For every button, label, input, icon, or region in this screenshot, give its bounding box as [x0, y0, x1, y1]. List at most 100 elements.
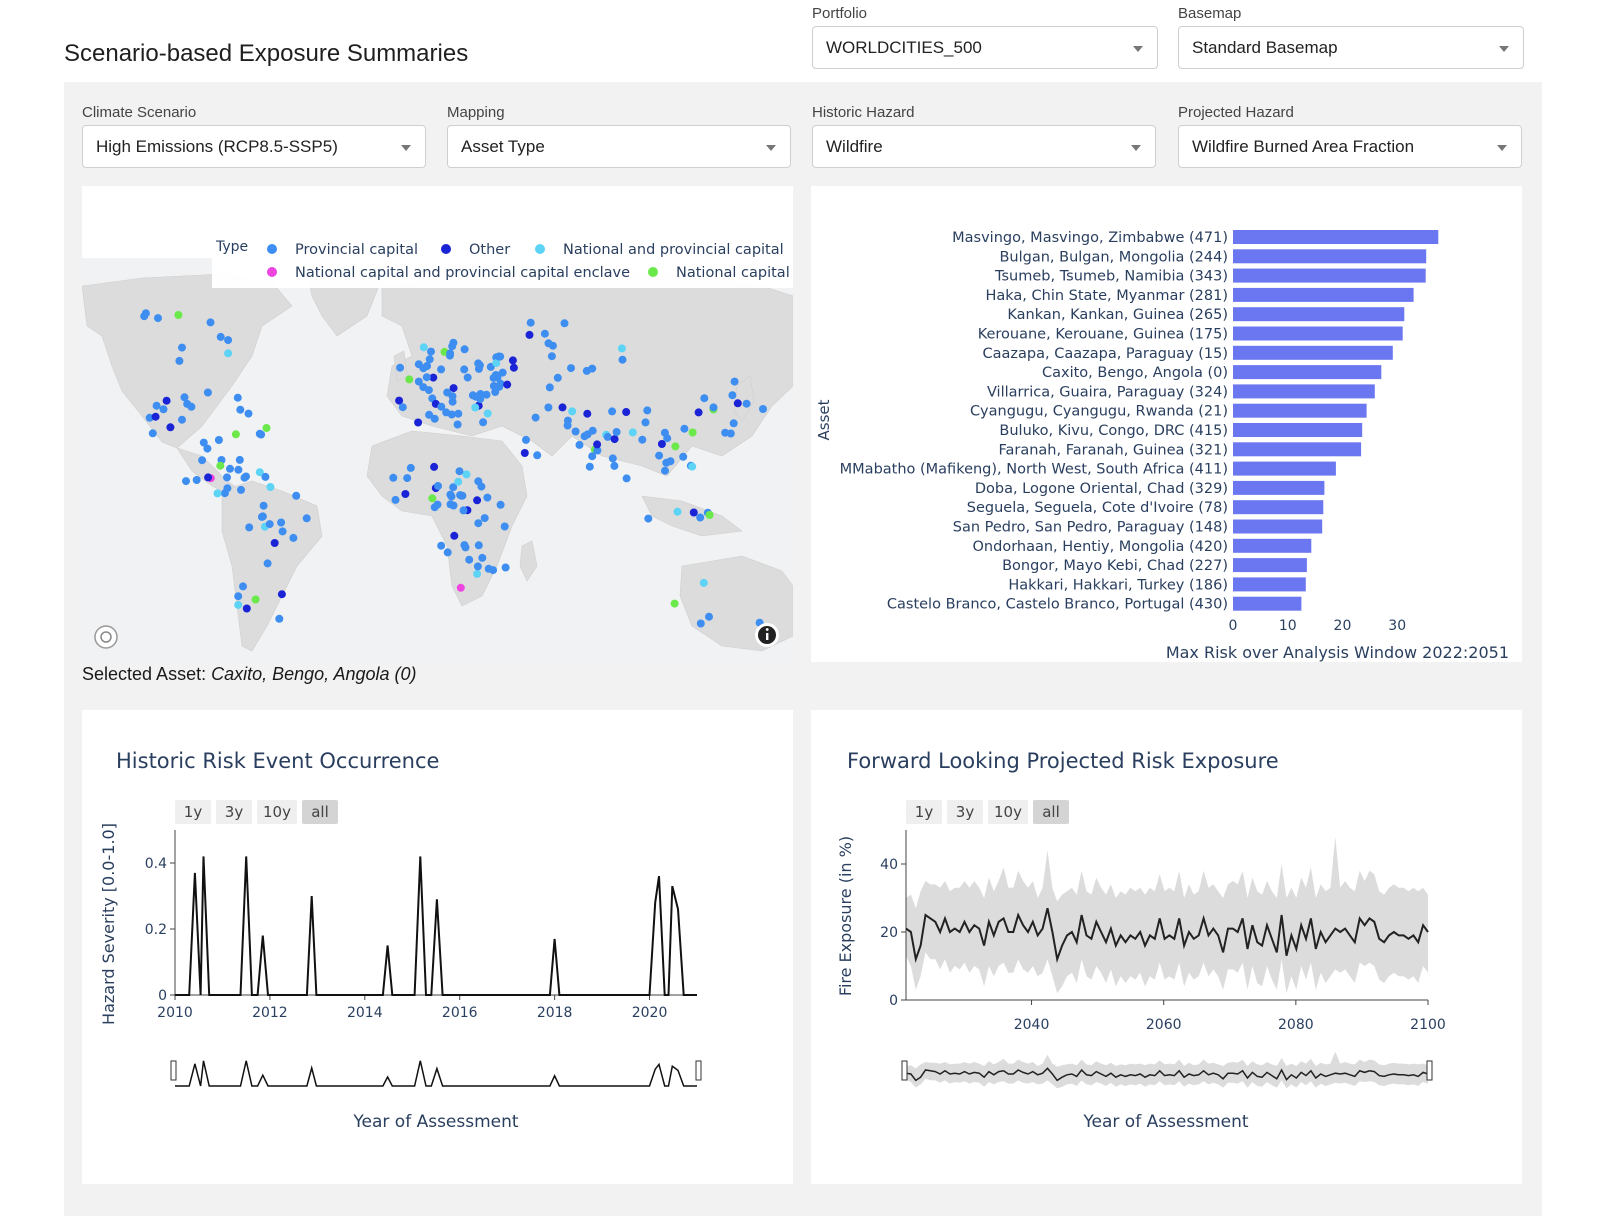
asset-point[interactable]: [419, 343, 428, 352]
bar[interactable]: [1233, 230, 1439, 244]
asset-point[interactable]: [455, 467, 464, 476]
asset-point[interactable]: [610, 461, 619, 470]
asset-point[interactable]: [671, 442, 680, 451]
asset-point[interactable]: [465, 555, 474, 564]
asset-point[interactable]: [709, 403, 718, 412]
asset-point[interactable]: [689, 508, 698, 517]
asset-point[interactable]: [680, 424, 689, 433]
asset-point[interactable]: [759, 405, 767, 413]
asset-point[interactable]: [694, 408, 703, 417]
asset-point[interactable]: [670, 599, 679, 608]
asset-point[interactable]: [234, 465, 243, 474]
asset-point[interactable]: [422, 373, 431, 382]
asset-point[interactable]: [236, 405, 245, 414]
asset-point[interactable]: [174, 311, 183, 319]
asset-point[interactable]: [463, 373, 472, 382]
asset-point[interactable]: [433, 500, 442, 509]
asset-point[interactable]: [588, 426, 597, 435]
asset-point[interactable]: [233, 393, 242, 402]
asset-point[interactable]: [203, 388, 212, 397]
asset-point[interactable]: [474, 477, 483, 486]
asset-point[interactable]: [226, 464, 234, 473]
bar[interactable]: [1233, 403, 1367, 418]
slider-handle-right[interactable]: [1426, 1060, 1433, 1081]
asset-point[interactable]: [424, 386, 433, 395]
asset-point[interactable]: [729, 419, 738, 428]
asset-point[interactable]: [460, 365, 469, 374]
asset-point[interactable]: [525, 330, 534, 339]
asset-point[interactable]: [726, 429, 735, 438]
legend-label-national-capital[interactable]: National capital: [676, 265, 790, 281]
asset-point[interactable]: [461, 543, 470, 552]
asset-point[interactable]: [449, 338, 458, 347]
bar[interactable]: [1233, 365, 1382, 380]
asset-point[interactable]: [673, 507, 682, 516]
asset-point[interactable]: [617, 344, 626, 353]
asset-point[interactable]: [434, 482, 442, 490]
asset-point[interactable]: [495, 382, 504, 391]
asset-point[interactable]: [259, 501, 268, 510]
bar[interactable]: [1233, 461, 1336, 476]
asset-point[interactable]: [162, 396, 171, 405]
asset-point[interactable]: [216, 461, 225, 470]
asset-point[interactable]: [622, 474, 631, 483]
asset-point[interactable]: [474, 541, 483, 550]
asset-point[interactable]: [204, 473, 213, 482]
asset-point[interactable]: [699, 578, 708, 587]
asset-point[interactable]: [705, 511, 714, 519]
asset-point[interactable]: [688, 462, 697, 471]
asset-point[interactable]: [278, 527, 287, 536]
climate-scenario-dropdown[interactable]: High Emissions (RCP8.5-SSP5): [82, 125, 426, 168]
asset-point[interactable]: [251, 595, 260, 604]
asset-point[interactable]: [235, 455, 244, 464]
asset-point[interactable]: [148, 429, 157, 438]
asset-point[interactable]: [583, 409, 592, 418]
slider-handle-left[interactable]: [901, 1060, 908, 1081]
asset-point[interactable]: [571, 427, 580, 436]
asset-point[interactable]: [479, 418, 488, 427]
asset-point[interactable]: [414, 418, 423, 427]
asset-point[interactable]: [492, 359, 501, 368]
asset-point[interactable]: [520, 449, 529, 457]
asset-point[interactable]: [437, 402, 446, 411]
asset-point[interactable]: [608, 407, 617, 416]
asset-point[interactable]: [428, 494, 437, 503]
asset-point[interactable]: [679, 452, 688, 461]
asset-point[interactable]: [655, 451, 664, 460]
asset-point[interactable]: [582, 366, 591, 375]
asset-point[interactable]: [612, 428, 621, 436]
asset-point[interactable]: [203, 444, 212, 453]
asset-point[interactable]: [198, 456, 207, 465]
asset-point[interactable]: [608, 454, 617, 463]
bar[interactable]: [1233, 268, 1426, 283]
asset-point[interactable]: [494, 352, 503, 361]
asset-point[interactable]: [430, 414, 439, 423]
asset-point[interactable]: [261, 472, 270, 481]
bar[interactable]: [1233, 345, 1393, 360]
bar[interactable]: [1233, 558, 1307, 573]
projected-chart[interactable]: Forward Looking Projected Risk Exposure …: [811, 710, 1522, 1184]
bar[interactable]: [1233, 480, 1325, 495]
asset-point[interactable]: [728, 391, 737, 400]
portfolio-dropdown[interactable]: WORLDCITIES_500: [812, 26, 1158, 69]
asset-point[interactable]: [526, 318, 535, 327]
asset-point[interactable]: [270, 539, 279, 547]
asset-point[interactable]: [476, 390, 485, 398]
asset-point[interactable]: [427, 347, 435, 356]
bar[interactable]: [1233, 538, 1312, 553]
asset-point[interactable]: [483, 493, 492, 502]
asset-point[interactable]: [473, 562, 482, 571]
asset-point[interactable]: [405, 375, 414, 384]
asset-point[interactable]: [580, 432, 589, 441]
asset-point[interactable]: [593, 446, 602, 455]
historic-chart[interactable]: Historic Risk Event Occurrence 1y 3y 10y al…: [82, 710, 793, 1184]
asset-point[interactable]: [159, 405, 168, 414]
asset-point[interactable]: [423, 362, 432, 370]
historic-range-selector[interactable]: 1y 3y 10y all: [175, 800, 338, 824]
asset-point[interactable]: [641, 418, 650, 427]
asset-point[interactable]: [277, 590, 286, 599]
asset-point[interactable]: [628, 428, 637, 437]
asset-point[interactable]: [742, 399, 751, 408]
asset-point[interactable]: [395, 396, 404, 405]
asset-point[interactable]: [696, 619, 705, 628]
